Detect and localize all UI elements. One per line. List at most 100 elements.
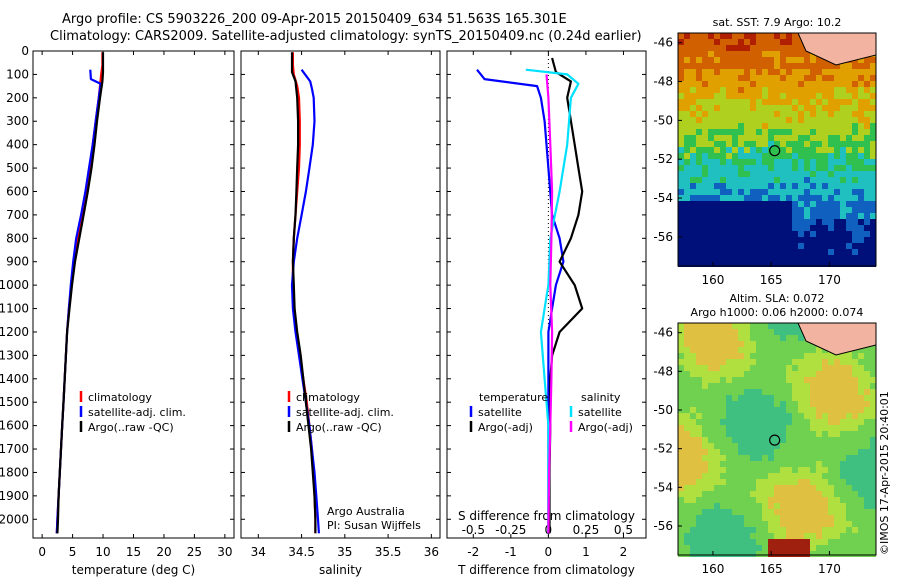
- map-cell: [744, 159, 750, 165]
- map-cell: [720, 207, 726, 213]
- map-cell: [738, 449, 744, 455]
- map-cell: [720, 231, 726, 237]
- map-cell: [864, 467, 870, 473]
- map-cell: [714, 51, 720, 57]
- map-cell: [858, 425, 864, 431]
- map-cell: [744, 479, 750, 485]
- map-cell: [786, 341, 792, 347]
- map-cell: [840, 147, 846, 153]
- map-cell: [726, 419, 732, 425]
- map-cell: [828, 117, 834, 123]
- map-cell: [762, 449, 768, 455]
- map-cell: [834, 243, 840, 249]
- map-cell: [732, 105, 738, 111]
- map-cell: [738, 129, 744, 135]
- map-cell: [732, 135, 738, 141]
- map-cell: [798, 153, 804, 159]
- map-cell: [840, 479, 846, 485]
- map-cell: [702, 491, 708, 497]
- map-cell: [732, 407, 738, 413]
- map-cell: [756, 201, 762, 207]
- map-cell: [678, 183, 684, 189]
- map-cell: [840, 401, 846, 407]
- x2-axis-label: S difference from climatology: [458, 509, 635, 523]
- map-cell: [690, 159, 696, 165]
- map-cell: [732, 473, 738, 479]
- map-cell: [786, 105, 792, 111]
- map-cell: [744, 75, 750, 81]
- map-cell: [714, 521, 720, 527]
- map-cell: [762, 177, 768, 183]
- map-cell: [684, 545, 690, 551]
- map-cell: [750, 231, 756, 237]
- map-cell: [828, 147, 834, 153]
- map-cell: [846, 195, 852, 201]
- map-cell: [768, 255, 774, 261]
- map-cell: [822, 147, 828, 153]
- map-cell: [858, 237, 864, 243]
- map-cell: [690, 81, 696, 87]
- map-cell: [726, 261, 732, 267]
- map-cell: [840, 123, 846, 129]
- map-cell: [858, 153, 864, 159]
- map-cell: [852, 171, 858, 177]
- map-cell: [750, 419, 756, 425]
- map-cell: [738, 551, 744, 557]
- map-cell: [738, 515, 744, 521]
- y-tick-label: 500: [6, 161, 29, 175]
- map-cell: [816, 509, 822, 515]
- map-cell: [792, 509, 798, 515]
- x2-tick-label: 0.5: [614, 523, 633, 537]
- map-x-tick-label: 165: [760, 562, 783, 576]
- map-cell: [726, 249, 732, 255]
- map-cell: [684, 341, 690, 347]
- map-cell: [768, 461, 774, 467]
- map-cell: [840, 539, 846, 545]
- map-cell: [852, 479, 858, 485]
- map-cell: [798, 231, 804, 237]
- map-cell: [768, 57, 774, 63]
- map-cell: [696, 455, 702, 461]
- map-cell: [786, 437, 792, 443]
- map-cell: [762, 183, 768, 189]
- map-cell: [756, 213, 762, 219]
- map-cell: [732, 467, 738, 473]
- map-cell: [726, 201, 732, 207]
- map-cell: [678, 509, 684, 515]
- map-cell: [762, 189, 768, 195]
- map-cell: [846, 395, 852, 401]
- map-cell: [726, 177, 732, 183]
- map-cell: [858, 461, 864, 467]
- map-cell: [684, 539, 690, 545]
- map-cell: [786, 545, 792, 551]
- map-cell: [834, 437, 840, 443]
- map-cell: [762, 395, 768, 401]
- map-cell: [762, 407, 768, 413]
- map-cell: [780, 527, 786, 533]
- map-cell: [786, 183, 792, 189]
- map-cell: [816, 243, 822, 249]
- map-cell: [798, 219, 804, 225]
- map-cell: [840, 129, 846, 135]
- map-cell: [792, 33, 798, 39]
- map-cell: [732, 219, 738, 225]
- map-cell: [678, 135, 684, 141]
- map-cell: [744, 189, 750, 195]
- map-cell: [798, 93, 804, 99]
- map-cell: [858, 81, 864, 87]
- map-cell: [690, 515, 696, 521]
- map-cell: [852, 527, 858, 533]
- map-cell: [810, 425, 816, 431]
- map-cell: [678, 479, 684, 485]
- map-cell: [774, 365, 780, 371]
- map-cell: [780, 359, 786, 365]
- map-cell: [684, 57, 690, 63]
- map-cell: [810, 219, 816, 225]
- map-cell: [762, 341, 768, 347]
- map-cell: [816, 255, 822, 261]
- map-cell: [786, 509, 792, 515]
- map-cell: [708, 383, 714, 389]
- map-cell: [780, 413, 786, 419]
- map-cell: [720, 225, 726, 231]
- map-cell: [828, 201, 834, 207]
